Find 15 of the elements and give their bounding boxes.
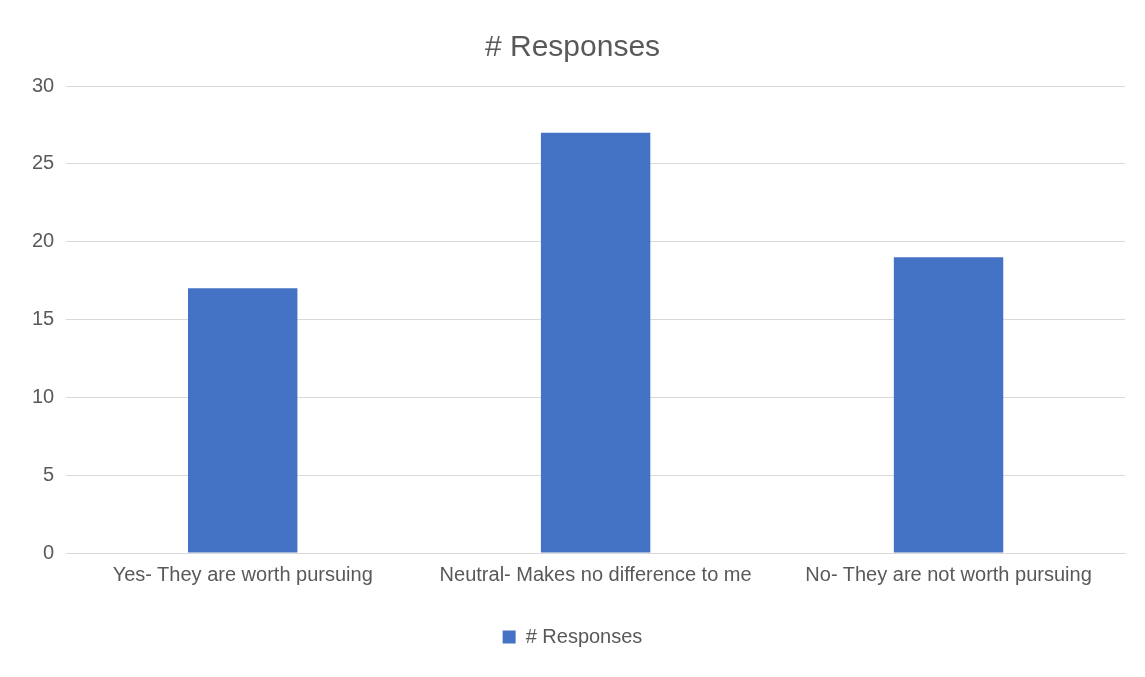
bar <box>893 257 1004 553</box>
bar <box>188 288 298 553</box>
y-tick-label: 15 <box>32 307 55 330</box>
y-tick-label: 30 <box>32 73 55 96</box>
legend-label: # Responses <box>525 624 643 647</box>
bar <box>540 132 651 553</box>
y-tick-label: 25 <box>32 151 55 174</box>
x-tick-label: Yes- They are worth pursuing <box>112 562 373 585</box>
x-tick-label: Neutral- Makes no difference to me <box>439 562 752 585</box>
y-tick-label: 5 <box>43 462 55 485</box>
y-tick-label: 0 <box>43 540 55 563</box>
x-tick-label: No- They are not worth pursuing <box>805 562 1092 585</box>
chart-title: # Responses <box>484 29 661 63</box>
y-tick-label: 10 <box>32 384 55 407</box>
y-tick-label: 20 <box>32 229 55 252</box>
